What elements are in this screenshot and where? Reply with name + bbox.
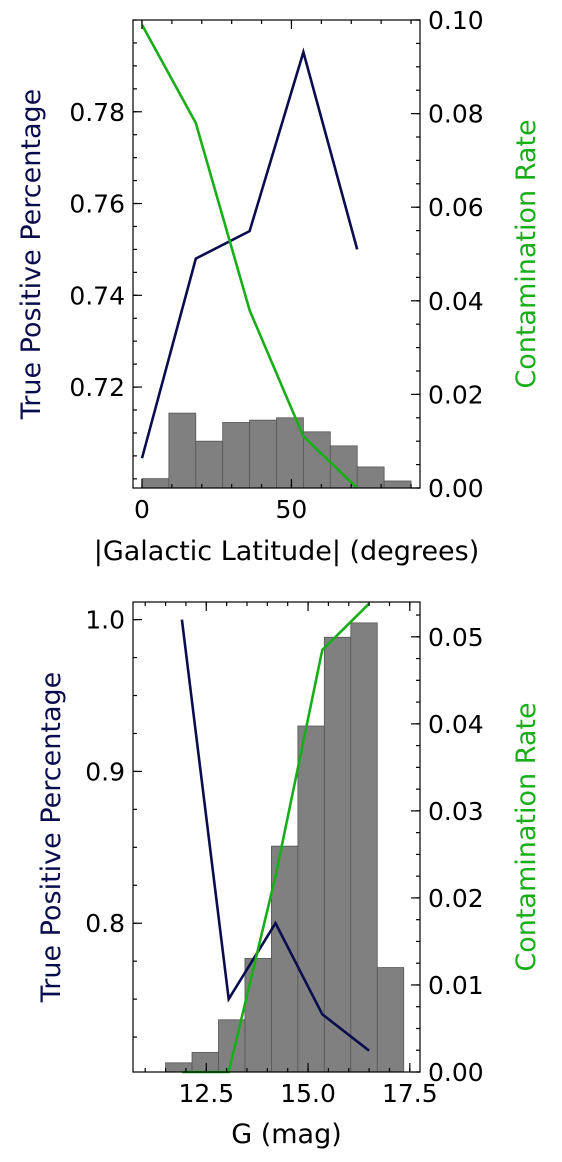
histogram-bar <box>323 636 352 1073</box>
y-left-tick-label: 0.72 <box>69 373 125 402</box>
x-axis-title: |Galactic Latitude| (degrees) <box>94 536 480 567</box>
y-left-tick-label: 1.0 <box>85 606 125 635</box>
plot-frame <box>132 601 421 1073</box>
y-right-tick-label: 0.05 <box>428 623 484 652</box>
y-left-tick-label: 0.8 <box>85 909 125 938</box>
y-left-tick-label: 0.76 <box>69 190 125 219</box>
histogram-bar <box>222 422 250 489</box>
y-right-axis-title: Contamination Rate <box>511 119 542 388</box>
y-right-tick-label: 0.02 <box>428 380 484 409</box>
true-positive-line <box>180 619 370 1052</box>
x-tick-label: 0 <box>134 495 150 524</box>
contamination-rate-line <box>140 24 359 489</box>
histogram-bar <box>383 480 412 489</box>
y-right-tick-label: 0.02 <box>428 884 484 913</box>
histogram-bar <box>195 440 224 489</box>
x-tick-label: 17.5 <box>382 1079 438 1108</box>
y-right-tick-label: 0.01 <box>428 971 484 1000</box>
chart-panel-2: 12.5 15.0 17.5 0.8 0.9 1.0 0.00 0.01 0.02 0.03 0.0… <box>36 601 542 1150</box>
y-left-tick-label: 0.78 <box>69 98 125 127</box>
histogram-bar <box>276 417 304 489</box>
histogram-bar <box>350 622 378 1073</box>
chart-panel-1: 0 50 0.72 0.74 0.76 0.78 0.00 0.02 0.04 0.06 0.08 0… <box>16 6 542 567</box>
y-right-tick-label: 0.00 <box>428 1058 484 1087</box>
y-right-tick-label: 0.10 <box>428 6 484 35</box>
y-right-tick-label: 0.06 <box>428 193 484 222</box>
y-right-axis-title: Contamination Rate <box>511 702 542 971</box>
histogram-bar <box>249 419 277 489</box>
y-left-tick-label: 0.74 <box>69 281 125 310</box>
histogram-bar <box>376 967 405 1073</box>
y-right-tick-label: 0.00 <box>428 474 484 503</box>
y-left-axis-title: True Positive Percentage <box>16 89 47 421</box>
histogram-bar <box>191 1052 219 1073</box>
histogram-bar <box>141 478 170 489</box>
histogram-bar <box>356 466 385 489</box>
y-right-tick-label: 0.04 <box>428 710 484 739</box>
histogram-bar <box>168 412 197 489</box>
y-left-tick-label: 0.9 <box>85 757 125 786</box>
histogram-bar <box>165 1062 193 1073</box>
y-right-tick-label: 0.04 <box>428 287 484 316</box>
x-tick-label: 15.0 <box>280 1079 336 1108</box>
true-positive-line <box>140 47 359 459</box>
histogram-bar <box>297 725 325 1073</box>
x-tick-label: 12.5 <box>178 1079 234 1108</box>
histogram-bar <box>244 958 272 1073</box>
y-right-tick-label: 0.08 <box>428 100 484 129</box>
y-left-axis-title: True Positive Percentage <box>36 672 67 1004</box>
x-tick-label: 50 <box>276 495 308 524</box>
y-right-tick-label: 0.03 <box>428 797 484 826</box>
x-axis-title: G (mag) <box>231 1119 342 1150</box>
